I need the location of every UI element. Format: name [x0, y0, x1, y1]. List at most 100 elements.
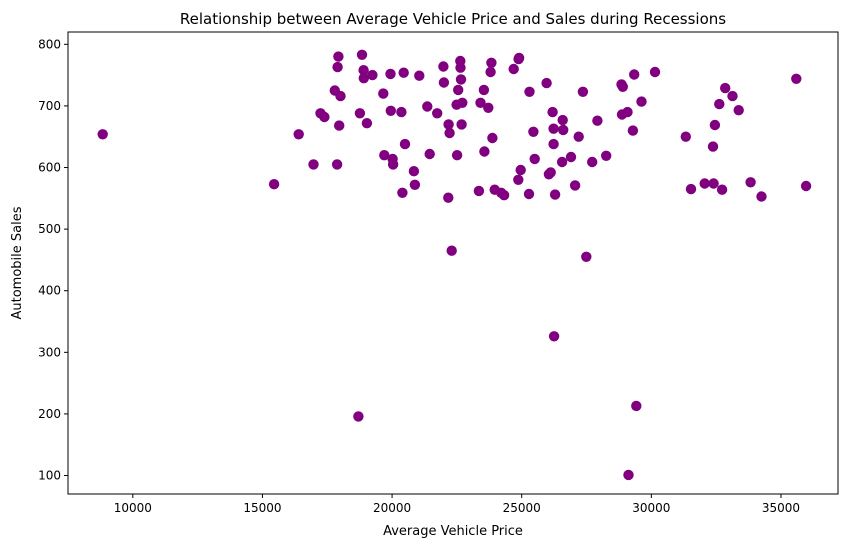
data-point: [385, 68, 396, 80]
data-point: [293, 129, 304, 140]
data-point: [457, 97, 468, 109]
x-tick-label: 25000: [503, 501, 541, 515]
data-point: [483, 102, 494, 114]
data-point: [356, 49, 368, 60]
data-point: [97, 129, 108, 140]
data-point: [308, 159, 319, 170]
data-point: [451, 150, 463, 161]
data-point: [627, 125, 639, 136]
data-point: [473, 185, 485, 197]
y-tick-label: 800: [38, 37, 61, 51]
data-point: [367, 69, 378, 81]
data-point: [800, 180, 812, 192]
data-point: [335, 90, 346, 102]
data-point: [485, 66, 496, 78]
data-point: [398, 67, 409, 78]
data-point: [513, 174, 524, 185]
y-tick-label: 400: [38, 284, 61, 298]
data-point: [573, 131, 584, 142]
data-point: [414, 70, 425, 81]
x-axis-label: Average Vehicle Price: [383, 524, 523, 539]
data-point: [397, 187, 408, 198]
data-point: [455, 74, 467, 85]
data-point: [727, 90, 738, 102]
data-point: [716, 184, 728, 195]
data-point: [438, 77, 450, 88]
data-point: [699, 178, 710, 189]
data-point: [548, 138, 559, 150]
data-point: [528, 126, 539, 137]
data-point: [629, 69, 640, 80]
y-tick-label: 500: [38, 222, 61, 236]
data-point: [379, 150, 390, 161]
data-point: [581, 251, 592, 262]
x-tick-label: 10000: [114, 501, 152, 515]
data-point: [424, 148, 435, 160]
data-point: [548, 331, 560, 342]
x-tick-label: 30000: [632, 501, 670, 515]
data-point: [577, 86, 589, 98]
data-point: [685, 183, 697, 195]
data-point: [486, 57, 497, 68]
data-point: [456, 119, 467, 130]
data-point: [396, 106, 407, 118]
data-point: [680, 131, 691, 142]
data-point: [558, 124, 569, 136]
data-point: [569, 180, 581, 191]
data-point: [508, 63, 519, 75]
data-point: [475, 97, 486, 109]
y-tick-label: 200: [38, 407, 61, 421]
y-axis-label: Automobile Sales: [10, 206, 25, 319]
data-point: [523, 188, 535, 200]
data-point: [601, 150, 612, 161]
data-point: [446, 245, 457, 256]
x-tick-label: 15000: [243, 501, 281, 515]
chart-title: Relationship between Average Vehicle Pri…: [180, 10, 726, 28]
data-point: [547, 106, 558, 118]
data-point: [587, 156, 598, 168]
data-point: [513, 52, 525, 64]
data-point: [455, 62, 466, 73]
data-point: [565, 151, 577, 163]
y-tick-label: 100: [38, 469, 61, 483]
data-point: [714, 98, 725, 110]
data-point: [385, 105, 396, 117]
data-point: [791, 73, 802, 85]
data-point: [332, 61, 343, 73]
data-point: [515, 164, 526, 176]
data-point: [358, 65, 369, 76]
data-point: [623, 469, 634, 481]
data-point: [756, 191, 767, 202]
data-point: [622, 106, 633, 118]
data-point: [549, 189, 561, 200]
data-point: [557, 114, 568, 126]
data-point: [399, 138, 411, 150]
data-point: [556, 156, 568, 168]
data-point: [541, 77, 552, 89]
plot-frame: [67, 31, 839, 495]
data-point: [529, 153, 540, 165]
data-point: [409, 179, 421, 190]
data-point: [443, 192, 454, 203]
x-axis: 10000 15000 20000 25000 30000 35000: [114, 494, 800, 515]
data-point: [334, 120, 345, 131]
data-point: [333, 51, 344, 62]
data-point: [617, 81, 628, 93]
data-point: [498, 190, 510, 201]
data-point: [524, 86, 535, 98]
data-point: [733, 105, 744, 116]
data-point: [720, 82, 731, 94]
data-point: [354, 108, 366, 119]
data-point: [444, 127, 455, 139]
data-point: [545, 167, 556, 178]
data-point: [432, 108, 443, 119]
data-point: [358, 73, 369, 84]
data-point: [319, 111, 330, 123]
data-point: [378, 88, 389, 99]
data-point: [649, 66, 661, 78]
points-layer: [97, 49, 812, 481]
data-point: [709, 119, 721, 131]
x-tick-label: 35000: [762, 501, 800, 515]
data-point: [438, 61, 449, 72]
data-point: [268, 179, 280, 190]
